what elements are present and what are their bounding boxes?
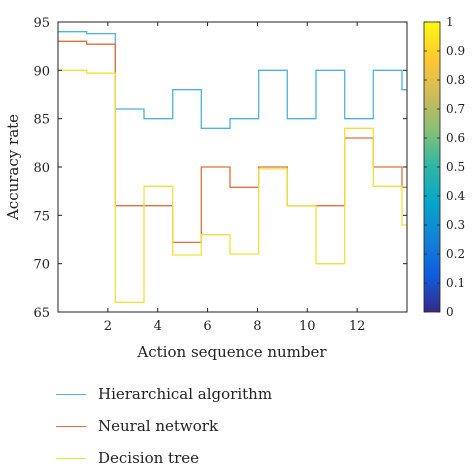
series-line-0: [58, 31, 407, 129]
y-tick-label: 95: [33, 16, 50, 31]
series-line-2: [58, 69, 407, 303]
x-axis-label: Action sequence number: [136, 343, 327, 361]
y-axis-label: Accuracy rate: [4, 114, 22, 221]
colorbar-tick-label: 0.2: [446, 247, 465, 261]
x-tick-label: 2: [104, 319, 112, 334]
colorbar-tick-label: 0.3: [446, 218, 465, 232]
plot-frame: [57, 21, 408, 313]
colorbar-tick-label: 0.6: [446, 131, 465, 145]
y-tick-label: 75: [33, 209, 50, 224]
colorbar: 0 0.1 0.2 0.3 0.4 0.5 0.6 0.7 0.8 0.9 1: [423, 15, 465, 319]
series-line-1: [58, 40, 407, 244]
y-tick-label: 65: [33, 306, 50, 321]
legend-label-decision: Decision tree: [98, 449, 200, 467]
plot-series: [58, 31, 407, 303]
colorbar-ticks: 0 0.1 0.2 0.3 0.4 0.5 0.6 0.7 0.8 0.9 1: [424, 15, 465, 319]
y-tick-label: 90: [33, 64, 50, 79]
y-tick-label: 70: [33, 258, 50, 273]
colorbar-tick-label: 0.4: [446, 189, 465, 203]
x-tick-label: 8: [253, 319, 261, 334]
y-tick-label: 85: [33, 113, 50, 128]
legend-item-hierarchical: Hierarchical algorithm: [56, 378, 272, 410]
legend-swatch-neural: [56, 425, 86, 427]
colorbar-tick-label: 1: [446, 15, 454, 29]
colorbar-tick-label: 0.9: [446, 44, 465, 58]
legend-swatch-decision: [56, 457, 86, 459]
y-tick-label: 80: [33, 161, 50, 176]
x-tick-label: 6: [203, 319, 211, 334]
x-axis: 2 4 6 8 10 12: [104, 22, 366, 334]
legend-item-neural: Neural network: [56, 410, 272, 442]
colorbar-tick-label: 0.5: [446, 160, 465, 174]
legend-label-neural: Neural network: [98, 417, 219, 435]
legend-label-hierarchical: Hierarchical algorithm: [98, 385, 273, 403]
x-tick-label: 12: [349, 319, 366, 334]
colorbar-tick-label: 0.1: [446, 276, 465, 290]
colorbar-tick-label: 0.8: [446, 73, 465, 87]
x-tick-label: 10: [299, 319, 316, 334]
legend-item-decision: Decision tree: [56, 442, 272, 474]
x-tick-label: 4: [154, 319, 162, 334]
colorbar-tick-label: 0.7: [446, 102, 465, 116]
legend-swatch-hierarchical: [56, 393, 86, 395]
legend: Hierarchical algorithm Neural network De…: [56, 378, 272, 474]
colorbar-tick-label: 0: [446, 305, 454, 319]
y-axis: 65 70 75 80 85 90 95: [33, 16, 407, 321]
